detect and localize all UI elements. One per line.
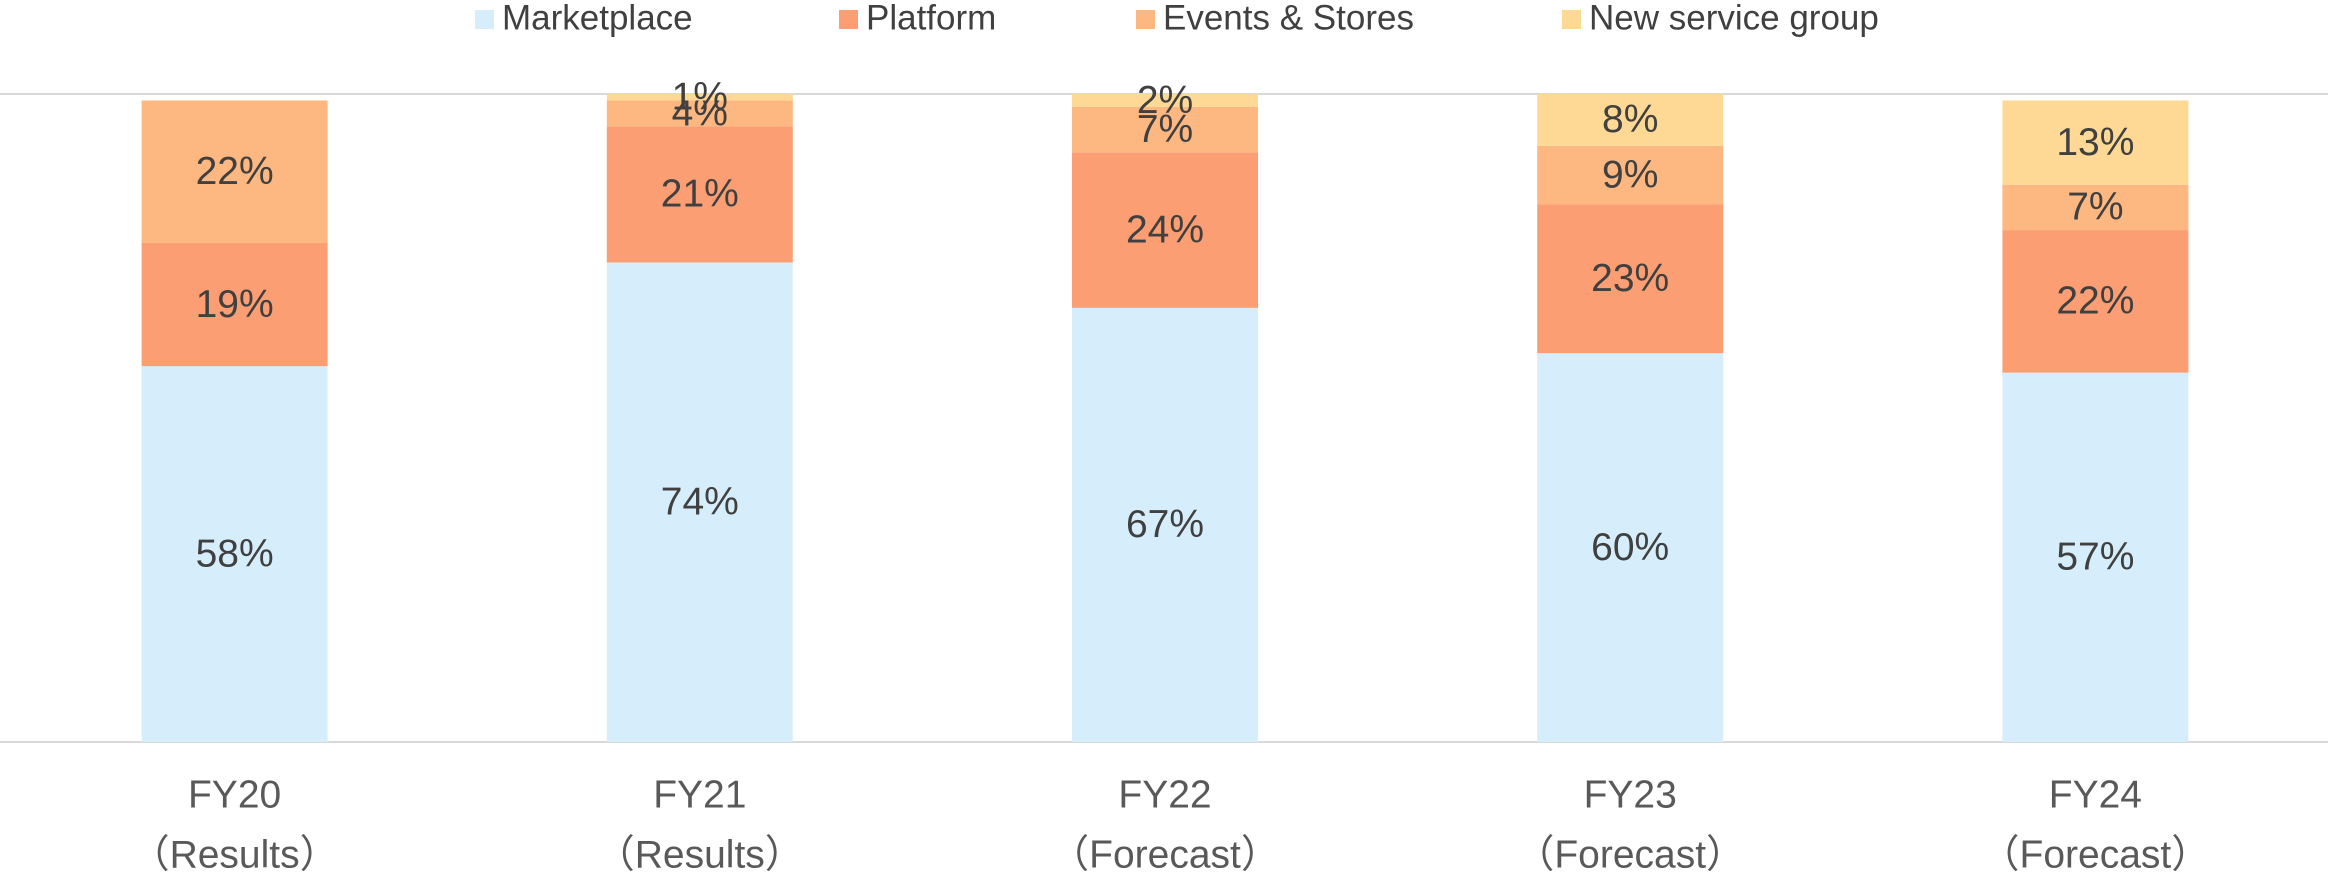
data-label: 8% [1602, 98, 1658, 141]
bar-segment [2002, 230, 2189, 373]
data-label: 67% [1126, 503, 1204, 546]
bar-segment [606, 126, 793, 263]
x-tick-label: FY21 [653, 773, 746, 816]
x-tick-label: （Forecast） [1050, 833, 1280, 876]
data-label: 60% [1591, 526, 1669, 569]
x-tick-label: FY22 [1118, 773, 1211, 816]
legend-swatch [1562, 10, 1581, 29]
bar-segment [1072, 152, 1258, 308]
bar-segment [1072, 94, 1258, 107]
x-tick-label: （Results） [131, 833, 339, 876]
data-label: 1% [672, 76, 728, 119]
bar-segment [2002, 100, 2189, 185]
legend-label: New service group [1589, 0, 1879, 37]
legend-label: Events & Stores [1163, 0, 1414, 37]
bar-segment [606, 262, 793, 742]
data-label: 23% [1591, 257, 1669, 300]
legend-swatch [839, 10, 858, 29]
bar-segment [1072, 307, 1258, 742]
data-label: 21% [661, 173, 739, 216]
bar-segment [1537, 145, 1724, 205]
legend-swatch [1136, 10, 1155, 29]
x-tick-label: （Forecast） [1515, 833, 1745, 876]
data-label: 2% [1137, 79, 1193, 122]
legend-label: Platform [866, 0, 996, 37]
data-label: 24% [1126, 208, 1204, 251]
data-label: 22% [2056, 280, 2134, 323]
x-tick-label: FY24 [2049, 773, 2142, 816]
bar-segment [606, 94, 793, 101]
legend-label: Marketplace [502, 0, 693, 37]
data-label: 13% [2056, 121, 2134, 164]
data-label: 57% [2056, 536, 2134, 579]
x-tick-label: FY20 [188, 773, 281, 816]
data-label: 22% [196, 150, 274, 193]
data-label: 74% [661, 481, 739, 524]
bar-segment [606, 100, 793, 127]
x-tick-label: （Results） [596, 833, 804, 876]
bar-segment [1072, 106, 1258, 153]
data-label: 7% [1137, 108, 1193, 151]
legend-swatch [475, 10, 494, 29]
bar-segment [1537, 353, 1724, 742]
data-label: 9% [1602, 153, 1658, 196]
bar-segment [141, 100, 328, 244]
data-label: 58% [196, 532, 274, 575]
data-label: 19% [196, 283, 274, 326]
bar-segment [2002, 372, 2189, 742]
bar-segment [1537, 94, 1724, 146]
bar-segment [1537, 204, 1724, 354]
bar-segment [2002, 184, 2189, 231]
x-tick-label: FY23 [1584, 773, 1677, 816]
bar-segment [141, 243, 328, 367]
data-label: 7% [2067, 186, 2123, 229]
bar-segment [141, 366, 328, 742]
x-tick-label: （Forecast） [1981, 833, 2211, 876]
